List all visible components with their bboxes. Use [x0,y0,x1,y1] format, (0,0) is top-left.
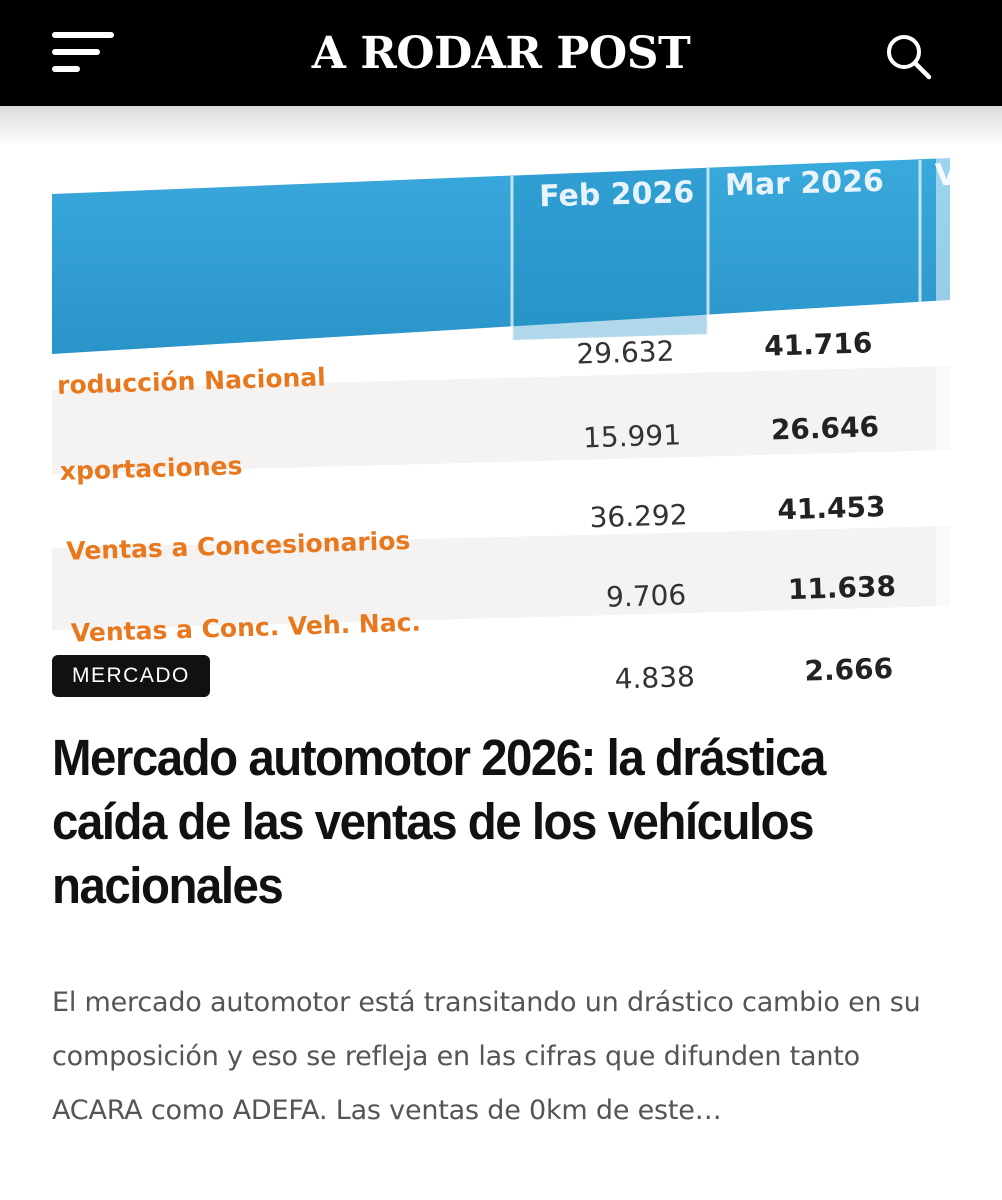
site-title[interactable]: A RODAR POST [311,28,691,79]
row-value-mar: 2.666 [804,652,894,688]
hamburger-menu-icon[interactable] [44,24,124,84]
article-hero-image[interactable]: Feb 2026 Mar 2026 V roducción Nacional 2… [52,158,950,698]
row-value-mar: 41.716 [764,326,873,362]
category-badge[interactable]: MERCADO [52,655,210,697]
row-value-mar: 26.646 [770,410,879,446]
row-value-feb: 29.632 [576,335,675,371]
header-shadow [0,106,1002,146]
row-value-feb: 36.292 [589,498,688,534]
col-header-mar: Mar 2026 [725,164,885,203]
article-excerpt: El mercado automotor está transitando un… [52,987,921,1126]
search-icon[interactable] [880,28,936,84]
row-value-feb: 15.991 [583,418,682,454]
row-value-mar: 41.453 [777,490,886,526]
col-header-feb: Feb 2026 [539,175,695,214]
row-value-feb: 4.838 [614,660,695,696]
article-headline[interactable]: Mercado automotor 2026: la drástica caíd… [52,729,826,914]
row-value-feb: 9.706 [606,578,687,614]
top-bar: A RODAR POST [0,0,1002,106]
row-value-mar: 11.638 [787,570,896,606]
row-label: xportaciones [59,451,242,486]
